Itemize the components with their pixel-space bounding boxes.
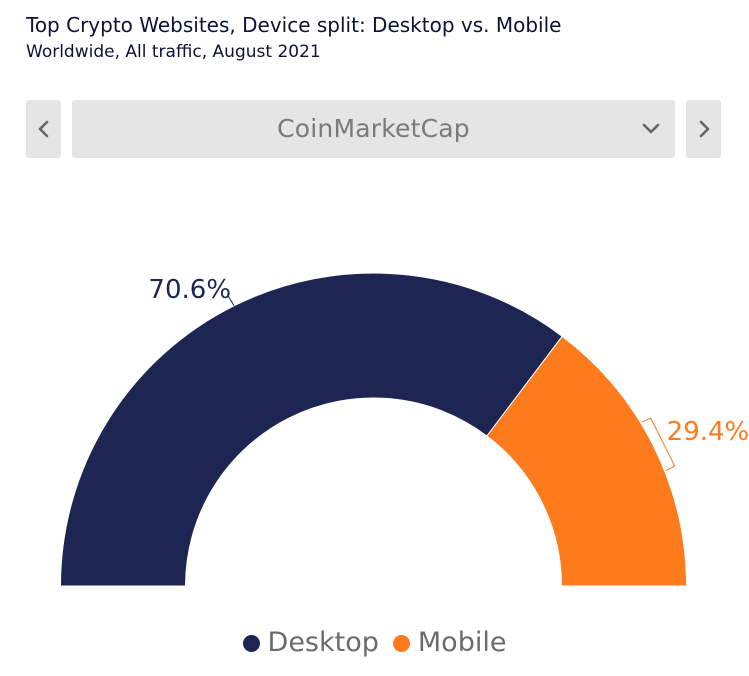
website-dropdown[interactable]: CoinMarketCap: [72, 100, 675, 158]
dropdown-selected-value: CoinMarketCap: [277, 114, 470, 143]
chevron-right-icon: [699, 120, 709, 138]
device-split-half-donut-chart: 70.6% 29.4%: [59, 272, 749, 587]
slice-desktop[interactable]: [59, 272, 563, 587]
legend-swatch-desktop: [242, 634, 260, 652]
legend-item-mobile[interactable]: Mobile: [392, 622, 507, 664]
chart-title: Top Crypto Websites, Device split: Deskt…: [26, 13, 562, 37]
slice-mobile[interactable]: [486, 335, 688, 587]
next-button[interactable]: [686, 100, 721, 158]
legend-item-desktop[interactable]: Desktop: [242, 622, 379, 664]
chart-legend: Desktop Mobile: [0, 622, 749, 664]
previous-button[interactable]: [26, 100, 61, 158]
data-label-desktop: 70.6%: [148, 275, 231, 305]
chart-subtitle: Worldwide, All traffic, August 2021: [26, 42, 321, 62]
leader-line-desktop: [227, 295, 235, 307]
leader-bracket-mobile: [641, 417, 676, 472]
legend-swatch-mobile: [392, 634, 410, 652]
data-label-mobile: 29.4%: [667, 417, 749, 447]
chevron-left-icon: [38, 120, 48, 138]
legend-label-mobile: Mobile: [417, 627, 507, 658]
legend-label-desktop: Desktop: [267, 627, 379, 658]
website-selector: CoinMarketCap: [26, 100, 721, 158]
chevron-down-icon: [642, 123, 660, 134]
